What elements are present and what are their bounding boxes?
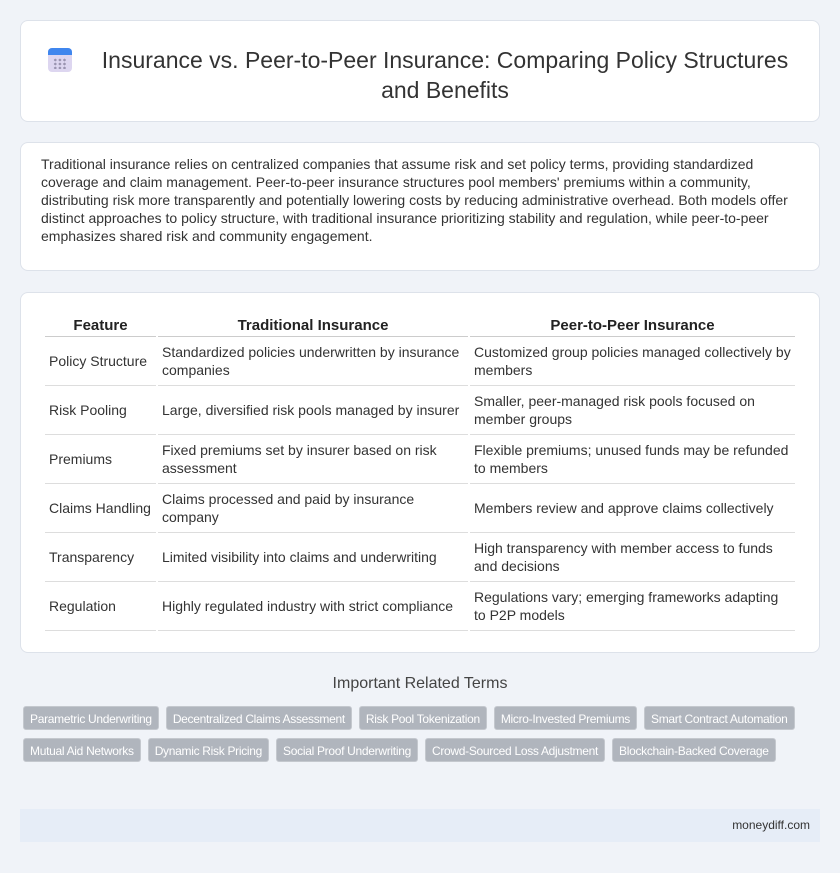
- table-row: Risk Pooling Large, diversified risk pool…: [45, 386, 795, 435]
- related-term-tag[interactable]: Decentralized Claims Assessment: [165, 706, 352, 730]
- footer-site: moneydiff.com: [20, 809, 820, 842]
- cell-traditional: Limited visibility into claims and under…: [158, 533, 468, 582]
- related-terms-list: Parametric Underwriting Decentralized Cla…: [23, 706, 823, 762]
- cell-p2p: Customized group policies managed collec…: [470, 337, 795, 386]
- related-term-tag[interactable]: Social Proof Underwriting: [276, 738, 418, 762]
- related-term-tag[interactable]: Mutual Aid Networks: [23, 738, 141, 762]
- table-row: Transparency Limited visibility into clai…: [45, 533, 795, 582]
- table-row: Regulation Highly regulated industry with…: [45, 582, 795, 631]
- table-row: Premiums Fixed premiums set by insurer ba…: [45, 435, 795, 484]
- header-traditional: Traditional Insurance: [158, 315, 468, 337]
- page-title: Insurance vs. Peer-to-Peer Insurance: Co…: [101, 47, 789, 103]
- header-feature: Feature: [45, 315, 156, 337]
- cell-feature: Risk Pooling: [45, 386, 156, 435]
- related-term-tag[interactable]: Micro-Invested Premiums: [493, 706, 637, 730]
- cell-feature: Regulation: [45, 582, 156, 631]
- cell-traditional: Standardized policies underwritten by in…: [158, 337, 468, 386]
- cell-p2p: Flexible premiums; unused funds may be r…: [470, 435, 795, 484]
- intro-text: Traditional insurance relies on centrali…: [20, 142, 820, 271]
- header-p2p: Peer-to-Peer Insurance: [470, 315, 795, 337]
- header-card: Insurance vs. Peer-to-Peer Insurance: Co…: [20, 20, 820, 122]
- cell-p2p: Regulations vary; emerging frameworks ad…: [470, 582, 795, 631]
- cell-traditional: Claims processed and paid by insurance c…: [158, 484, 468, 533]
- cell-traditional: Fixed premiums set by insurer based on r…: [158, 435, 468, 484]
- comparison-table: Feature Traditional Insurance Peer-to-Pe…: [43, 315, 797, 631]
- comparison-table-card: Feature Traditional Insurance Peer-to-Pe…: [20, 292, 820, 653]
- cell-feature: Claims Handling: [45, 484, 156, 533]
- related-term-tag[interactable]: Dynamic Risk Pricing: [147, 738, 270, 762]
- related-term-tag[interactable]: Blockchain-Backed Coverage: [612, 738, 776, 762]
- related-term-tag[interactable]: Parametric Underwriting: [23, 706, 159, 730]
- related-term-tag[interactable]: Risk Pool Tokenization: [358, 706, 487, 730]
- cell-feature: Premiums: [45, 435, 156, 484]
- related-term-tag[interactable]: Crowd-Sourced Loss Adjustment: [424, 738, 606, 762]
- cell-feature: Transparency: [45, 533, 156, 582]
- calendar-icon: [48, 48, 72, 72]
- table-row: Policy Structure Standardized policies un…: [45, 337, 795, 386]
- cell-traditional: Large, diversified risk pools managed by…: [158, 386, 468, 435]
- cell-traditional: Highly regulated industry with strict co…: [158, 582, 468, 631]
- cell-p2p: Smaller, peer-managed risk pools focused…: [470, 386, 795, 435]
- cell-feature: Policy Structure: [45, 337, 156, 386]
- related-term-tag[interactable]: Smart Contract Automation: [643, 706, 795, 730]
- related-terms-title: Important Related Terms: [332, 675, 508, 692]
- table-row: Claims Handling Claims processed and paid…: [45, 484, 795, 533]
- cell-p2p: Members review and approve claims collec…: [470, 484, 795, 533]
- cell-p2p: High transparency with member access to …: [470, 533, 795, 582]
